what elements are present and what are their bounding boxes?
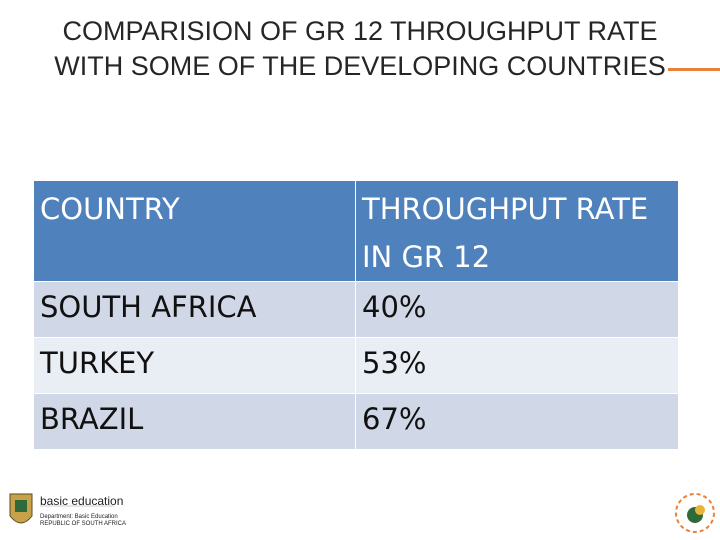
rate-cell: 53% bbox=[356, 338, 679, 394]
logo-title: basic education bbox=[40, 494, 126, 508]
country-cell: TURKEY bbox=[34, 338, 356, 394]
country-cell: BRAZIL bbox=[34, 394, 356, 450]
logo-country: REPUBLIC OF SOUTH AFRICA bbox=[40, 521, 126, 528]
logo-text: basic education Department: Basic Educat… bbox=[40, 494, 126, 528]
country-cell: SOUTH AFRICA bbox=[34, 282, 356, 338]
header-cell: COUNTRY bbox=[34, 181, 356, 282]
rate-cell: 67% bbox=[356, 394, 679, 450]
anniversary-logo bbox=[672, 490, 718, 536]
header-cell: THROUGHPUT RATE IN GR 12 bbox=[356, 181, 679, 282]
table-row: TURKEY 53% bbox=[34, 338, 679, 394]
rate-cell: 40% bbox=[356, 282, 679, 338]
accent-line bbox=[668, 68, 720, 71]
slide-title: COMPARISION OF GR 12 THROUGHPUT RATE WIT… bbox=[40, 14, 680, 84]
data-table: COUNTRY THROUGHPUT RATE IN GR 12 SOUTH A… bbox=[33, 180, 679, 450]
table-row: BRAZIL 67% bbox=[34, 394, 679, 450]
logo-department: Department: Basic Education bbox=[40, 514, 126, 521]
header-row: COUNTRY THROUGHPUT RATE IN GR 12 bbox=[34, 181, 679, 282]
table-row: SOUTH AFRICA 40% bbox=[34, 282, 679, 338]
